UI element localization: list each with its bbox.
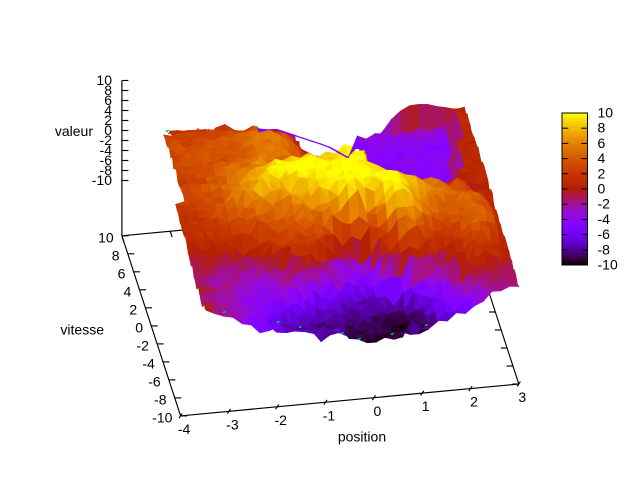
svg-text:-6: -6 (598, 226, 611, 242)
svg-text:10: 10 (598, 105, 614, 121)
svg-text:position: position (338, 429, 386, 445)
svg-text:-2: -2 (274, 412, 287, 428)
svg-text:1: 1 (422, 398, 430, 414)
svg-text:0: 0 (374, 403, 382, 419)
svg-text:-2: -2 (598, 196, 611, 212)
svg-text:-2: -2 (136, 338, 149, 354)
svg-text:-10: -10 (92, 172, 112, 188)
svg-text:3: 3 (518, 389, 526, 405)
svg-text:-8: -8 (154, 392, 167, 408)
svg-text:-8: -8 (598, 241, 611, 257)
svg-text:-4: -4 (598, 211, 611, 227)
svg-text:-10: -10 (152, 410, 172, 426)
svg-text:8: 8 (112, 248, 120, 264)
svg-text:2: 2 (129, 302, 137, 318)
svg-text:6: 6 (598, 135, 606, 151)
svg-text:-4: -4 (178, 421, 191, 437)
svg-text:4: 4 (598, 150, 606, 166)
svg-text:-6: -6 (148, 374, 161, 390)
svg-text:2: 2 (598, 165, 606, 181)
svg-text:-10: -10 (598, 257, 618, 273)
svg-text:10: 10 (98, 230, 114, 246)
svg-text:8: 8 (598, 120, 606, 136)
svg-text:-1: -1 (323, 407, 336, 423)
svg-text:-4: -4 (142, 356, 155, 372)
svg-text:-3: -3 (226, 416, 239, 432)
svg-text:6: 6 (118, 266, 126, 282)
svg-text:0: 0 (598, 181, 606, 197)
svg-text:vitesse: vitesse (60, 322, 104, 338)
svg-text:2: 2 (470, 394, 478, 410)
svg-text:0: 0 (135, 320, 143, 336)
svg-text:valeur: valeur (55, 123, 93, 139)
svg-text:4: 4 (124, 284, 132, 300)
